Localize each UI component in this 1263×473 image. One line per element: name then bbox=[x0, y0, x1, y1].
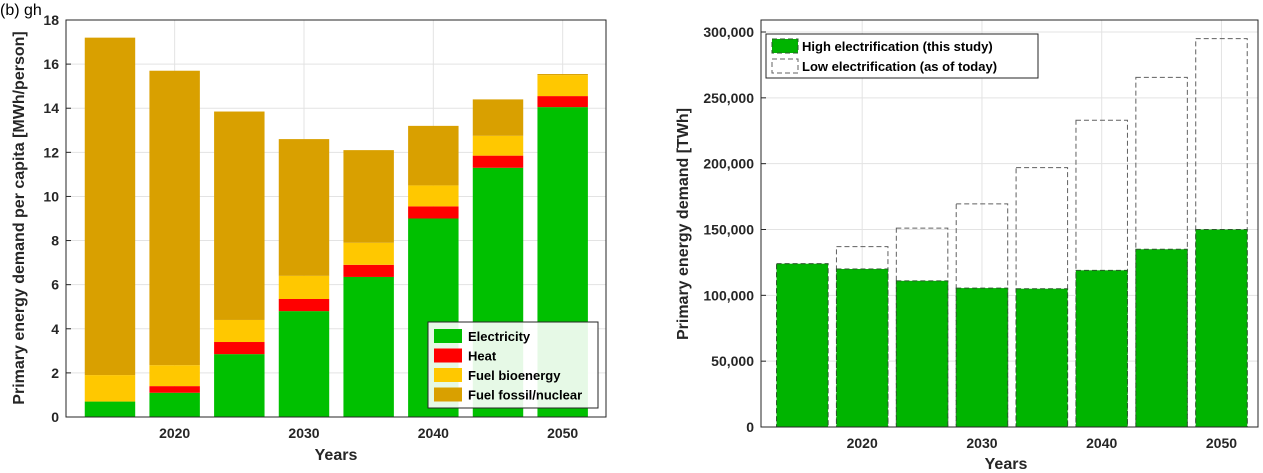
legend-label: Fuel fossil/nuclear bbox=[468, 388, 582, 403]
bar-segment bbox=[149, 365, 200, 387]
bar-high-electrification bbox=[1075, 269, 1128, 428]
legend-box bbox=[765, 33, 1039, 79]
legend-label: Fuel bioenergy bbox=[468, 368, 561, 383]
bar-segment bbox=[278, 139, 330, 276]
per-capita-stacked-bar-chart: 0 2 4 6 8 10 12 14 16 18 2020 2030 2040 2050 Years P… bbox=[11, 12, 607, 464]
bar-segment bbox=[278, 299, 330, 312]
bar-segment bbox=[149, 392, 200, 417]
bar-segment bbox=[214, 319, 265, 343]
bar-group bbox=[776, 38, 1248, 428]
bar-segment bbox=[472, 99, 524, 136]
legend-swatch bbox=[771, 58, 799, 74]
y-tick-label: 14 bbox=[43, 100, 59, 116]
y-axis-label: Primary energy demand [TWh] bbox=[675, 108, 692, 340]
bar-high-electrification bbox=[1015, 288, 1069, 428]
total-demand-bar-chart: 0 50,000 100,000 150,000 200,000 250,000 300,0… bbox=[675, 19, 1259, 473]
y-tick-label: 4 bbox=[51, 321, 59, 337]
y-tick-label: 2 bbox=[51, 365, 59, 381]
bar-segment bbox=[343, 276, 394, 417]
bar-segment bbox=[408, 206, 459, 219]
y-tick-label: 300,000 bbox=[703, 24, 754, 40]
bar-segment bbox=[408, 185, 459, 207]
x-tick-label: 2030 bbox=[966, 435, 997, 451]
y-tick-label: 18 bbox=[43, 12, 59, 28]
bar-segment bbox=[149, 386, 200, 393]
y-tick-label: 10 bbox=[43, 188, 59, 204]
legend-label: High electrification (this study) bbox=[802, 39, 993, 54]
bar-segment bbox=[537, 75, 588, 97]
x-tick-label: 2050 bbox=[547, 425, 578, 441]
y-tick-label: 8 bbox=[51, 233, 59, 249]
x-tick-label: 2040 bbox=[418, 425, 449, 441]
legend-label: Electricity bbox=[468, 329, 531, 344]
bar-high-electrification bbox=[1195, 229, 1248, 428]
y-tick-label: 0 bbox=[51, 409, 59, 425]
bar-high-electrification bbox=[1135, 248, 1188, 428]
bar-segment bbox=[149, 70, 200, 366]
bar-high-electrification bbox=[776, 263, 829, 428]
bar-segment bbox=[278, 311, 330, 417]
x-tick-labels: 2020 2030 2040 2050 bbox=[159, 425, 578, 441]
x-axis-label: Years bbox=[985, 456, 1028, 473]
legend: High electrification (this study) Low ele… bbox=[765, 33, 1039, 79]
bar-segment bbox=[343, 264, 394, 277]
legend-swatch bbox=[771, 38, 799, 54]
bar-segment bbox=[343, 242, 394, 265]
x-tick-labels: 2020 2030 2040 2050 bbox=[847, 435, 1238, 451]
y-tick-labels: 0 50,000 100,000 150,000 200,000 250,000 300,0… bbox=[703, 24, 766, 435]
legend-swatch bbox=[434, 368, 462, 382]
x-tick-label: 2030 bbox=[288, 425, 319, 441]
y-tick-label: 0 bbox=[746, 419, 754, 435]
bar-stack-group bbox=[84, 37, 588, 417]
bar-high-electrification bbox=[895, 280, 949, 428]
y-tick-label: 250,000 bbox=[703, 90, 754, 106]
bar-high-electrification bbox=[835, 268, 889, 428]
y-tick-label: 200,000 bbox=[703, 156, 754, 172]
bar-segment bbox=[84, 375, 136, 402]
bar-segment bbox=[84, 37, 136, 376]
y-tick-label: 12 bbox=[43, 144, 59, 160]
bar-segment bbox=[343, 150, 394, 243]
bar-high-electrification bbox=[955, 287, 1009, 428]
legend: Electricity Heat Fuel bioenergy Fuel fossil… bbox=[427, 321, 599, 409]
y-tick-label: 6 bbox=[51, 277, 59, 293]
legend-label: Low electrification (as of today) bbox=[802, 59, 997, 74]
plot-border bbox=[760, 19, 1259, 428]
corner-label: (b) gh bbox=[0, 2, 42, 19]
bar-segment bbox=[472, 155, 524, 168]
bar-segment bbox=[472, 135, 524, 156]
y-tick-label: 150,000 bbox=[703, 222, 754, 238]
bar-segment bbox=[408, 125, 459, 186]
legend-swatch bbox=[434, 348, 462, 363]
x-tick-label: 2020 bbox=[847, 435, 878, 451]
y-tick-labels: 0 2 4 6 8 10 12 14 16 18 bbox=[43, 12, 71, 425]
bar-segment bbox=[537, 96, 588, 108]
bar-segment bbox=[214, 342, 265, 355]
bar-segment bbox=[278, 275, 330, 300]
x-tick-label: 2040 bbox=[1086, 435, 1117, 451]
x-tick-label: 2050 bbox=[1206, 435, 1237, 451]
legend-swatch bbox=[434, 387, 462, 402]
y-axis-label: Primary energy demand per capita [MWh/pe… bbox=[11, 31, 28, 404]
plot-border bbox=[65, 19, 607, 418]
legend-swatch bbox=[434, 329, 462, 343]
x-tick-label: 2020 bbox=[159, 425, 190, 441]
bar-segment bbox=[214, 111, 265, 320]
legend-label: Heat bbox=[468, 349, 497, 364]
bar-segment bbox=[84, 401, 136, 417]
y-tick-label: 100,000 bbox=[703, 287, 754, 303]
bar-segment bbox=[214, 354, 265, 417]
y-tick-label: 50,000 bbox=[711, 353, 754, 369]
bar-segment bbox=[537, 74, 588, 76]
x-axis-label: Years bbox=[315, 447, 358, 464]
y-tick-label: 16 bbox=[43, 56, 59, 72]
